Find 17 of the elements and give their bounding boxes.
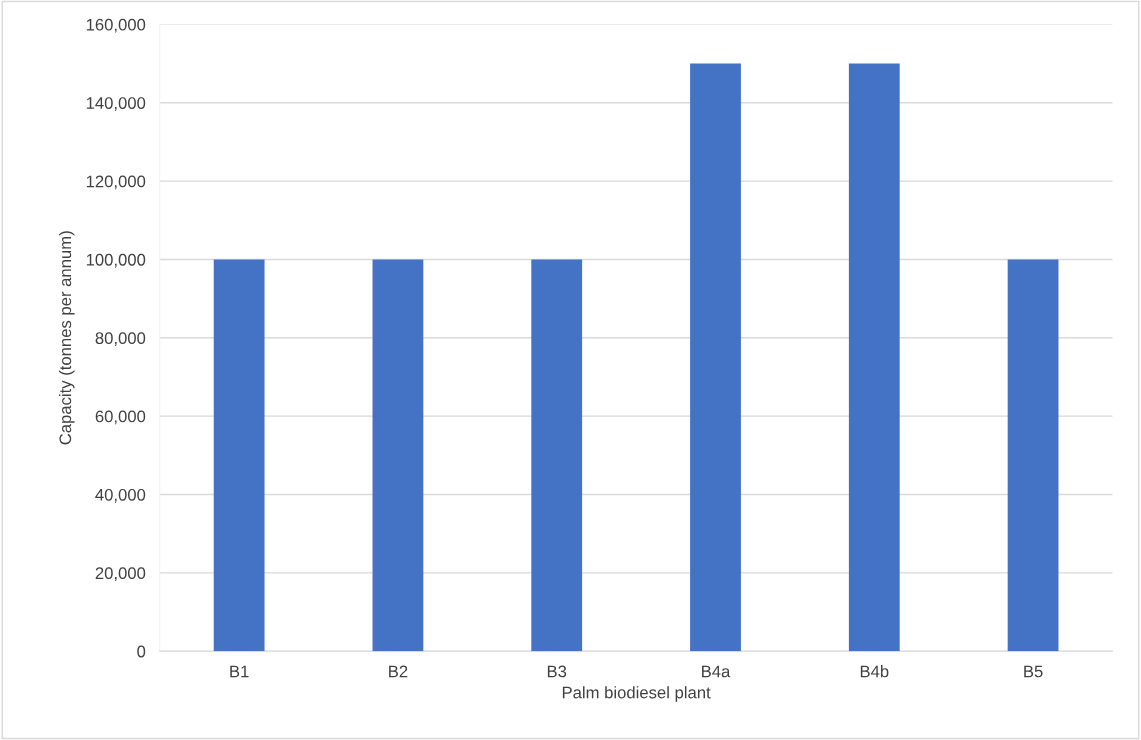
y-tick-label: 100,000 [86, 253, 146, 268]
x-axis-title: Palm biodiesel plant [562, 686, 711, 702]
y-tick-label: 60,000 [95, 410, 146, 425]
x-tick-label: B5 [1024, 665, 1043, 678]
y-tick-label: 20,000 [95, 567, 146, 582]
x-tick-label: B4b [860, 665, 889, 678]
y-tick-label: 120,000 [86, 175, 146, 190]
y-tick-label: 40,000 [95, 488, 146, 503]
y-tick-label: 0 [137, 645, 146, 658]
y-tick-label: 160,000 [86, 18, 146, 33]
y-tick-label: 80,000 [95, 332, 146, 346]
x-tick-label: B1 [230, 665, 249, 678]
y-axis-title: Capacity (tonnes per annum) [58, 231, 75, 445]
y-tick-label: 140,000 [86, 97, 146, 111]
x-tick-label: B4a [702, 665, 731, 678]
x-tick-label: B2 [389, 665, 408, 678]
x-tick-label: B3 [547, 665, 567, 678]
